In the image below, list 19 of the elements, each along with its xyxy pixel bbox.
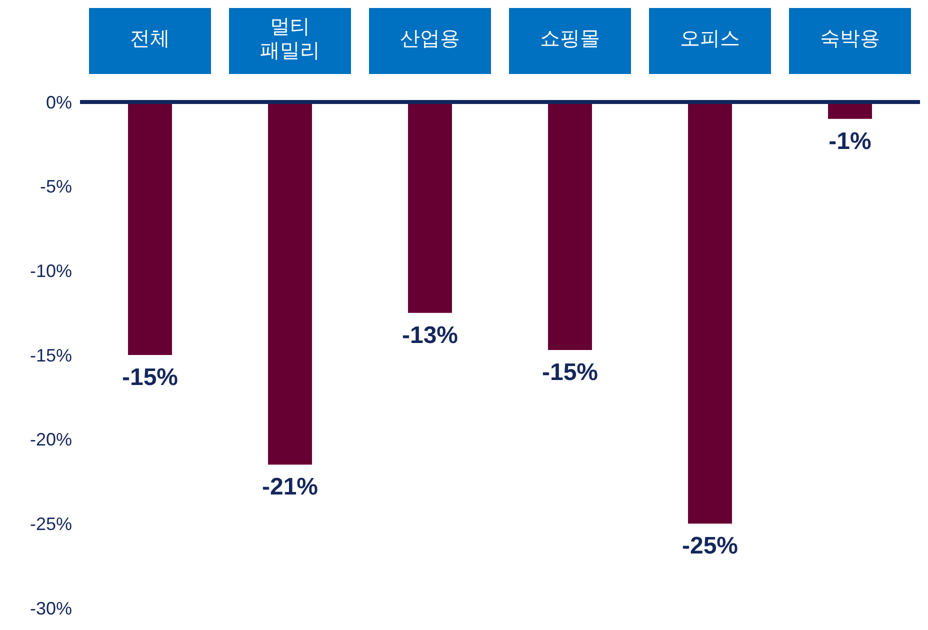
data-label: -13% <box>402 322 458 349</box>
data-label: -15% <box>542 358 598 386</box>
data-label: -15% <box>122 364 178 391</box>
y-tick-label: 0% <box>46 92 72 112</box>
y-tick-label: -5% <box>40 176 72 197</box>
data-label: -25% <box>682 532 738 560</box>
x-tick-label: 쇼핑몰 <box>540 28 600 50</box>
x-tick-label: 오피스 <box>680 28 740 50</box>
y-tick-label: -15% <box>30 345 72 366</box>
y-tick-label: -10% <box>30 261 72 282</box>
x-tick-label: 전체 <box>130 28 170 50</box>
y-tick-label: -30% <box>30 598 72 618</box>
x-tick-label: 멀티 패밀리 <box>260 16 320 62</box>
x-tick-label: 산업용 <box>400 28 460 50</box>
y-tick-label: -20% <box>30 430 72 450</box>
y-tick-label: -25% <box>30 514 72 534</box>
data-label: -21% <box>262 474 318 501</box>
data-label: -1% <box>828 128 872 155</box>
x-tick-label: 숙박용 <box>820 28 880 50</box>
